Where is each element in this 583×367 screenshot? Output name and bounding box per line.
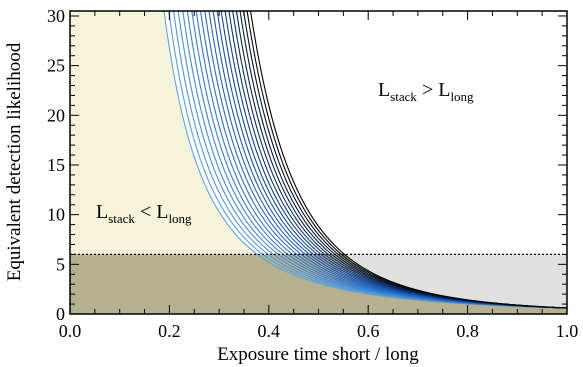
y-tick-label: 5 [56, 254, 65, 274]
x-tick-label: 0.4 [258, 321, 281, 341]
x-tick-label: 0.0 [59, 321, 82, 341]
x-tick-label: 1.0 [556, 321, 579, 341]
x-tick-label: 0.6 [357, 321, 380, 341]
tick-labels: 0.0 0.2 0.4 0.6 0.8 1.0 0 5 10 15 20 25 30 [47, 6, 578, 341]
y-tick-label: 20 [47, 105, 65, 125]
y-tick-label: 15 [47, 155, 65, 175]
y-tick-label: 25 [47, 56, 65, 76]
y-tick-label: 10 [47, 205, 65, 225]
curves [163, 11, 567, 309]
curve-22 [250, 11, 567, 309]
annotation-greater: Lstack > Llong [378, 79, 474, 104]
annotation-less: Lstack < Llong [96, 201, 192, 226]
x-tick-label: 0.8 [456, 321, 479, 341]
region-white-area [164, 11, 567, 309]
x-axis-label: Exposure time short / long [217, 344, 419, 365]
ticks [69, 11, 568, 315]
y-tick-label: 30 [47, 6, 65, 26]
region-white [164, 11, 567, 309]
y-axis-label: Equivalent detection likelihood [4, 42, 25, 281]
y-tick-label: 0 [56, 304, 65, 324]
x-tick-label: 0.2 [158, 321, 181, 341]
